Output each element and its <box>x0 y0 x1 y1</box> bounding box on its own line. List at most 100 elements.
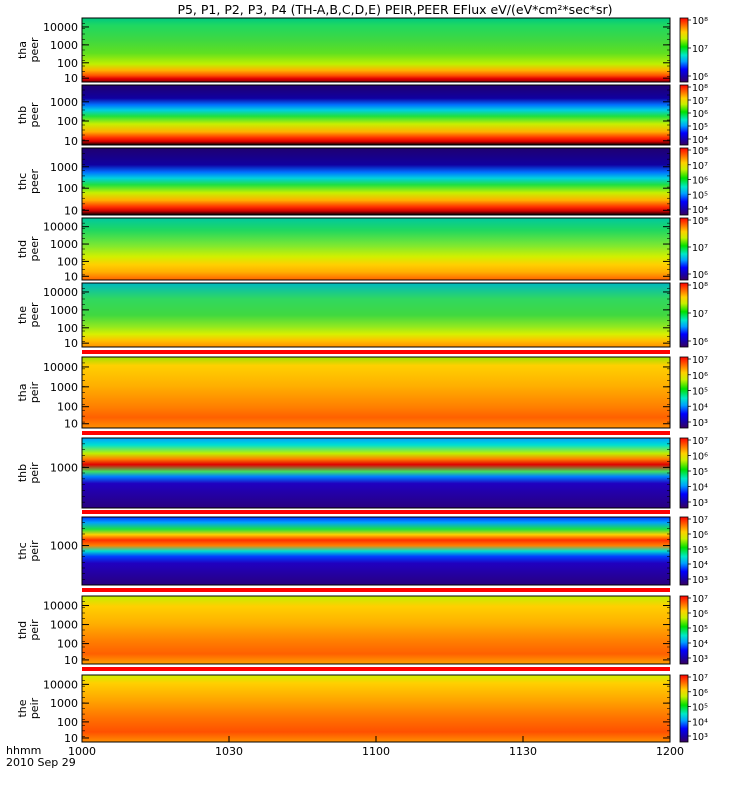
colorbar-tick-label: 10³ <box>692 654 708 665</box>
colorbar-tick-label: 10⁶ <box>692 452 708 463</box>
colorbar-tick-label: 10⁵ <box>692 703 708 714</box>
colorbar-tick-label: 10⁶ <box>692 72 708 83</box>
colorbar-tick-label: 10⁶ <box>692 371 708 382</box>
colorbar-tick-label: 10⁵ <box>692 624 708 635</box>
ytick-label: 1000 <box>50 96 78 109</box>
colorbar-tick-label: 10⁸ <box>692 281 708 292</box>
spectrogram-thb-peer <box>82 85 670 145</box>
panel-the-peer: 10000 1000 100 10 the peer 10⁸ 10⁷ 10⁶ <box>16 281 708 350</box>
colorbar <box>679 595 689 665</box>
ytick-label: 100 <box>57 638 78 651</box>
panel-thd-peir: 10000 1000 100 10 thd peir 10⁷ 10⁶ 10⁵ 10⁴ 10³ <box>16 594 708 667</box>
colorbar-tick-label: 10⁷ <box>692 355 708 366</box>
panel-species-label: peir <box>28 462 41 484</box>
ytick-label: 10 <box>64 270 78 283</box>
panel-probe-label: the <box>16 699 29 717</box>
colorbar <box>679 147 689 216</box>
colorbar-tick-label: 10⁶ <box>692 530 708 541</box>
colorbar <box>679 356 689 429</box>
spectrogram-thb-peir <box>82 438 670 508</box>
ytick-label: 1000 <box>50 304 78 317</box>
colorbar-tick-label: 10⁴ <box>692 205 708 216</box>
ytick-label: 100 <box>57 57 78 70</box>
colorbar-tick-label: 10⁵ <box>692 467 708 478</box>
panel-probe-label: thc <box>16 542 29 559</box>
colorbar-tick-label: 10⁸ <box>692 146 708 157</box>
panel-species-label: peir <box>28 697 41 719</box>
panel-the-peir: 10000 1000 100 10 the peir 10⁷ 10⁶ 10⁵ 10⁴ 10³ <box>16 673 708 745</box>
colorbar-tick-label: 10⁷ <box>692 44 708 55</box>
colorbar <box>679 437 689 509</box>
panel-species-label: peer <box>28 302 41 328</box>
colorbar-tick-label: 10⁴ <box>692 135 708 146</box>
colorbar-tick-label: 10³ <box>692 498 708 509</box>
colorbar-tick-label: 10⁷ <box>692 436 708 447</box>
spectrogram-the-peir <box>82 675 670 742</box>
colorbar-tick-label: 10⁷ <box>692 243 708 254</box>
colorbar-tick-label: 10⁷ <box>692 673 708 684</box>
panel-thc-peer: 1000 100 10 thc peer 10⁸ 10⁷ 10⁶ 10⁵ 10⁴ <box>16 146 708 217</box>
panel-probe-label: thc <box>16 173 29 190</box>
ytick-label: 10000 <box>43 600 78 613</box>
panel-thc-peir: 1000 thc peir 10⁷ 10⁶ 10⁵ 10⁴ 10³ <box>16 515 708 586</box>
colorbar-tick-label: 10⁶ <box>692 109 708 120</box>
panel-thb-peer: 1000 100 10 thb peer 10⁸ 10⁷ 10⁶ 10⁵ 10⁴ <box>16 83 708 148</box>
panel-separator <box>82 667 670 671</box>
spectrogram-tha-peir <box>82 357 670 428</box>
xtick-label: 1030 <box>215 745 243 758</box>
colorbar-tick-label: 10⁵ <box>692 545 708 556</box>
colorbar-tick-label: 10⁶ <box>692 609 708 620</box>
ytick-label: 10000 <box>43 286 78 299</box>
panel-species-label: peer <box>28 37 41 63</box>
ytick-label: 10 <box>64 732 78 745</box>
figure-title: P5, P1, P2, P3, P4 (TH-A,B,C,D,E) PEIR,P… <box>177 2 612 17</box>
ytick-label: 1000 <box>50 381 78 394</box>
panel-species-label: peir <box>28 540 41 562</box>
ytick-label: 10 <box>64 204 78 217</box>
spectrogram-thd-peir <box>82 596 670 664</box>
panel-thb-peir: 1000 thb peir 10⁷ 10⁶ 10⁵ 10⁴ 10³ <box>16 436 708 509</box>
colorbar <box>679 217 689 281</box>
colorbar-tick-label: 10⁵ <box>692 190 708 201</box>
colorbar-tick-label: 10⁷ <box>692 594 708 605</box>
ytick-label: 10 <box>64 418 78 431</box>
panel-species-label: peer <box>28 169 41 195</box>
colorbar-tick-label: 10⁸ <box>692 16 708 27</box>
ytick-label: 100 <box>57 322 78 335</box>
xtick-label: 1200 <box>656 745 684 758</box>
ytick-label: 10000 <box>43 221 78 234</box>
panel-species-label: peir <box>28 381 41 403</box>
panel-tha-peer: 10000 1000 100 10 tha peer 10⁸ 10⁷ 10⁶ <box>16 16 708 85</box>
panel-species-label: peer <box>28 236 41 262</box>
colorbar-tick-label: 10⁶ <box>692 270 708 281</box>
panel-probe-label: thb <box>16 464 29 482</box>
panel-probe-label: thb <box>16 106 29 124</box>
ytick-label: 10 <box>64 654 78 667</box>
spectrogram-thd-peer <box>82 218 670 280</box>
ytick-label: 1000 <box>50 238 78 251</box>
ytick-label: 10000 <box>43 361 78 374</box>
colorbar-tick-label: 10³ <box>692 732 708 743</box>
panel-species-label: peir <box>28 619 41 641</box>
colorbar <box>679 84 689 146</box>
colorbar-tick-label: 10⁶ <box>692 688 708 699</box>
colorbar-tick-label: 10⁸ <box>692 83 708 94</box>
colorbar-tick-label: 10⁴ <box>692 483 708 494</box>
colorbar-tick-label: 10⁴ <box>692 402 708 413</box>
colorbar <box>679 17 689 83</box>
colorbar-tick-label: 10⁵ <box>692 387 708 398</box>
colorbar-tick-label: 10⁶ <box>692 176 708 187</box>
panel-separator <box>82 350 670 354</box>
ytick-label: 1000 <box>50 619 78 632</box>
ytick-label: 100 <box>57 115 78 128</box>
time-label: hhmm <box>6 744 41 757</box>
colorbar-tick-label: 10⁴ <box>692 639 708 650</box>
ytick-label: 100 <box>57 255 78 268</box>
panel-probe-label: the <box>16 306 29 324</box>
colorbar-tick-label: 10⁷ <box>692 515 708 526</box>
colorbar-tick-label: 10⁷ <box>692 309 708 320</box>
panel-probe-label: tha <box>16 41 29 59</box>
ytick-label: 1000 <box>50 697 78 710</box>
colorbar-tick-label: 10⁷ <box>692 96 708 107</box>
